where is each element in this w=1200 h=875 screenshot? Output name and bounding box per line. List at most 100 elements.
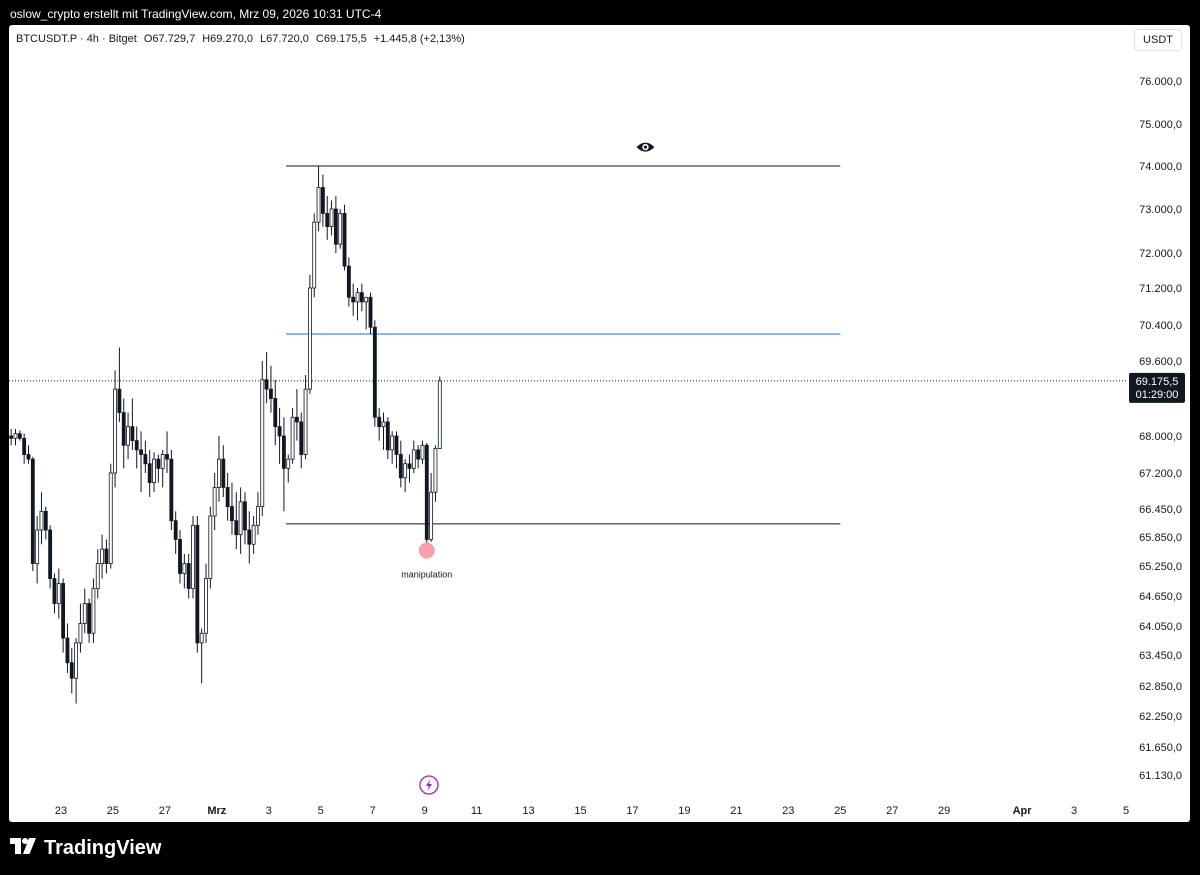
candle-up-body[interactable] xyxy=(78,623,83,644)
candle-up-body[interactable] xyxy=(160,454,165,469)
candle-up-body[interactable] xyxy=(152,458,156,484)
candle-up-body[interactable] xyxy=(381,421,386,428)
candle-up-body[interactable] xyxy=(364,296,369,303)
candle-down-body[interactable] xyxy=(325,212,330,227)
candle-down-body[interactable] xyxy=(372,326,377,418)
candle-up-body[interactable] xyxy=(204,578,208,634)
candle-down-body[interactable] xyxy=(294,416,299,423)
candle-up-body[interactable] xyxy=(411,449,416,469)
candle-down-body[interactable] xyxy=(178,539,182,574)
candle-down-body[interactable] xyxy=(17,433,22,439)
candle-down-body[interactable] xyxy=(87,603,92,634)
candle-down-body[interactable] xyxy=(30,458,35,564)
candle-up-body[interactable] xyxy=(437,380,442,449)
candle-down-body[interactable] xyxy=(385,421,390,451)
candle-down-body[interactable] xyxy=(416,449,421,460)
chart-panel[interactable]: manipulation 76.000,0 75.000,0 74.000,0 73.0… xyxy=(9,25,1190,822)
currency-button[interactable]: USDT xyxy=(1134,29,1182,51)
candle-down-body[interactable] xyxy=(282,435,286,469)
candle-down-body[interactable] xyxy=(48,529,53,579)
candle-down-body[interactable] xyxy=(9,435,14,439)
candle-down-body[interactable] xyxy=(277,426,282,437)
candle-up-body[interactable] xyxy=(212,486,217,517)
candle-down-body[interactable] xyxy=(269,388,273,399)
candle-down-body[interactable] xyxy=(377,416,382,428)
candle-down-body[interactable] xyxy=(134,440,139,451)
candle-up-body[interactable] xyxy=(39,510,44,531)
candle-down-body[interactable] xyxy=(333,208,338,245)
candle-up-body[interactable] xyxy=(100,548,104,564)
candle-down-body[interactable] xyxy=(407,463,412,469)
candle-down-body[interactable] xyxy=(243,501,247,531)
candle-down-body[interactable] xyxy=(117,388,122,413)
candle-up-body[interactable] xyxy=(260,379,265,507)
eye-icon[interactable] xyxy=(636,142,655,152)
candle-up-body[interactable] xyxy=(433,448,438,493)
candle-down-body[interactable] xyxy=(26,454,31,460)
candle-down-body[interactable] xyxy=(104,548,109,564)
candle-up-body[interactable] xyxy=(199,632,204,644)
candle-down-body[interactable] xyxy=(69,662,74,679)
candle-up-body[interactable] xyxy=(303,388,308,455)
candle-up-body[interactable] xyxy=(91,588,96,634)
candle-down-body[interactable] xyxy=(186,563,191,589)
candle-down-body[interactable] xyxy=(156,458,161,469)
legend-symbol[interactable]: BTCUSDT.P · 4h · Bitget xyxy=(16,33,137,45)
candle-up-body[interactable] xyxy=(35,529,40,564)
candle-up-body[interactable] xyxy=(113,388,117,474)
candle-up-body[interactable] xyxy=(316,187,321,223)
candle-up-body[interactable] xyxy=(95,563,100,589)
manipulation-marker[interactable] xyxy=(418,542,435,559)
candle-down-body[interactable] xyxy=(264,379,269,390)
candle-up-body[interactable] xyxy=(403,463,408,479)
candle-up-body[interactable] xyxy=(182,563,187,574)
candle-up-body[interactable] xyxy=(126,426,130,446)
candle-up-body[interactable] xyxy=(338,212,343,245)
candle-up-body[interactable] xyxy=(329,208,334,228)
candle-down-body[interactable] xyxy=(394,435,399,455)
candle-down-body[interactable] xyxy=(346,265,351,298)
candle-down-body[interactable] xyxy=(43,510,48,531)
candle-down-body[interactable] xyxy=(130,426,135,442)
candle-down-body[interactable] xyxy=(359,292,364,303)
candle-down-body[interactable] xyxy=(247,529,252,545)
candle-down-body[interactable] xyxy=(351,296,356,303)
candle-up-body[interactable] xyxy=(286,458,291,469)
candle-up-body[interactable] xyxy=(217,458,221,488)
candle-down-body[interactable] xyxy=(368,296,373,328)
candle-down-body[interactable] xyxy=(169,458,174,522)
chart-canvas[interactable]: manipulation 76.000,0 75.000,0 74.000,0 73.0… xyxy=(9,25,1190,822)
candle-up-body[interactable] xyxy=(74,642,79,679)
candle-down-body[interactable] xyxy=(230,506,234,522)
candle-down-body[interactable] xyxy=(225,486,230,507)
candle-down-body[interactable] xyxy=(342,212,347,267)
candle-down-body[interactable] xyxy=(195,524,200,644)
candle-up-body[interactable] xyxy=(13,433,18,439)
candle-down-body[interactable] xyxy=(173,520,178,540)
candle-up-body[interactable] xyxy=(251,524,256,545)
candle-up-body[interactable] xyxy=(355,292,360,303)
candle-down-body[interactable] xyxy=(61,583,66,639)
candle-up-body[interactable] xyxy=(312,221,317,289)
candle-up-body[interactable] xyxy=(390,435,395,451)
candle-down-body[interactable] xyxy=(398,454,403,479)
candle-up-body[interactable] xyxy=(82,603,87,624)
candle-down-body[interactable] xyxy=(52,578,57,604)
candle-down-body[interactable] xyxy=(273,398,278,428)
candle-down-body[interactable] xyxy=(143,454,148,465)
candle-down-body[interactable] xyxy=(424,444,429,540)
candle-down-body[interactable] xyxy=(65,637,70,664)
candle-up-body[interactable] xyxy=(238,501,243,536)
candle-down-body[interactable] xyxy=(147,463,152,484)
candle-down-body[interactable] xyxy=(22,437,27,455)
candle-down-body[interactable] xyxy=(299,421,304,455)
candle-down-body[interactable] xyxy=(121,412,126,446)
candle-up-body[interactable] xyxy=(108,472,113,564)
candle-up-body[interactable] xyxy=(191,524,195,589)
candle-down-body[interactable] xyxy=(320,187,325,214)
candle-up-body[interactable] xyxy=(208,515,213,579)
candle-down-body[interactable] xyxy=(221,458,226,488)
candle-down-body[interactable] xyxy=(234,520,239,536)
candle-up-body[interactable] xyxy=(429,491,434,540)
candle-up-body[interactable] xyxy=(56,583,61,604)
